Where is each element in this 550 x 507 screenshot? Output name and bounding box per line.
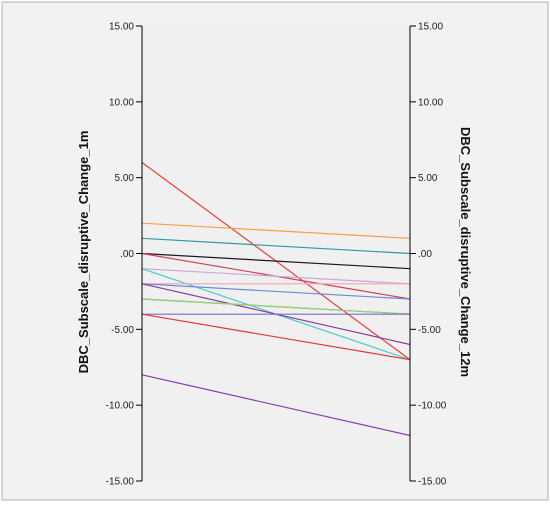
left-tick-label: 15.00 [109, 22, 134, 33]
left-tick-label: -10.00 [106, 401, 135, 412]
series-line-4 [141, 252, 411, 270]
left-tick-label: .00 [120, 249, 134, 260]
left-tick-label: 5.00 [115, 173, 135, 184]
right-tick-label: -10.00 [418, 401, 447, 412]
right-tick-label: 5.00 [418, 173, 438, 184]
series-line-9 [141, 283, 411, 300]
left-axis-title: DBC_Subscale_disruptive_Change_1m [76, 131, 91, 374]
right-tick-label: 15.00 [418, 22, 443, 33]
axes-layer: 15.00 15.00 10.00 10.00 5.00 5.00 .00 .00 -5.00 -… [106, 22, 447, 488]
series-line-6 [141, 268, 411, 285]
left-tick-label: 10.00 [109, 97, 134, 108]
series-line-2 [141, 222, 411, 239]
left-tick-label: -15.00 [106, 477, 135, 488]
right-tick-label: .00 [418, 249, 432, 260]
series-layer [141, 162, 411, 437]
series-line-12 [141, 298, 411, 315]
plot-background [142, 26, 410, 481]
series-line-15 [141, 374, 411, 437]
right-axis-title: DBC_Subscale_disruptive_Change_12m [458, 127, 473, 377]
right-tick-label: -15.00 [418, 477, 447, 488]
left-tick-label: -5.00 [111, 325, 134, 336]
series-line-14 [141, 313, 411, 361]
right-tick-label: 10.00 [418, 97, 443, 108]
right-tick-label: -5.00 [418, 325, 441, 336]
series-line-3 [141, 237, 411, 255]
